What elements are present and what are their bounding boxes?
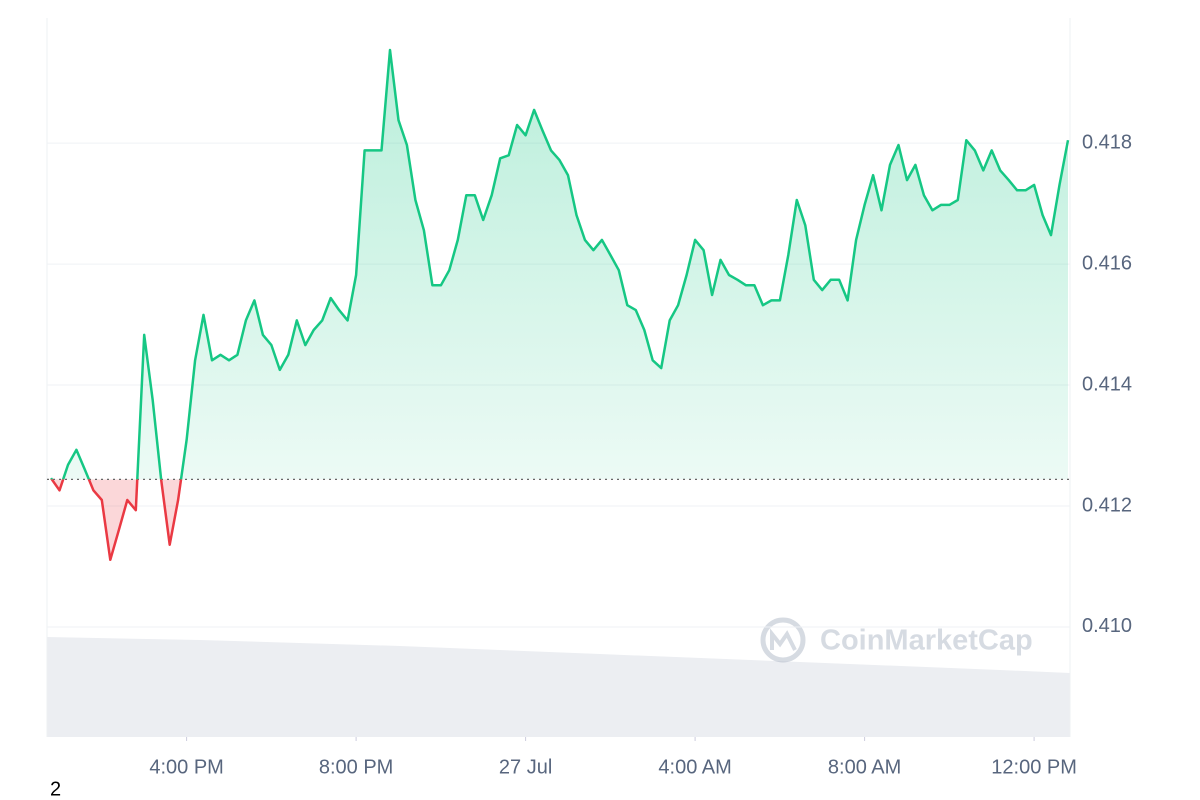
area-up <box>51 50 1068 480</box>
y-tick-label: 0.416 <box>1082 252 1132 274</box>
watermark: CoinMarketCap <box>760 617 1033 663</box>
y-tick-label: 0.414 <box>1082 373 1132 395</box>
x-tick-label: 8:00 AM <box>828 756 901 778</box>
annotation: 2 <box>50 778 61 800</box>
y-tick-label: 0.418 <box>1082 131 1132 153</box>
watermark-text: CoinMarketCap <box>820 625 1033 657</box>
price-line-up <box>49 48 1070 480</box>
y-tick-label: 0.412 <box>1082 494 1132 516</box>
x-tick-label: 12:00 PM <box>991 756 1077 778</box>
x-tick-label: 27 Jul <box>499 756 552 778</box>
y-tick-label: 0.410 <box>1082 615 1132 637</box>
x-tick-label: 8:00 PM <box>319 756 393 778</box>
x-tick-label: 4:00 PM <box>149 756 223 778</box>
x-tick-label: 4:00 AM <box>658 756 731 778</box>
volume-area <box>47 637 1070 737</box>
